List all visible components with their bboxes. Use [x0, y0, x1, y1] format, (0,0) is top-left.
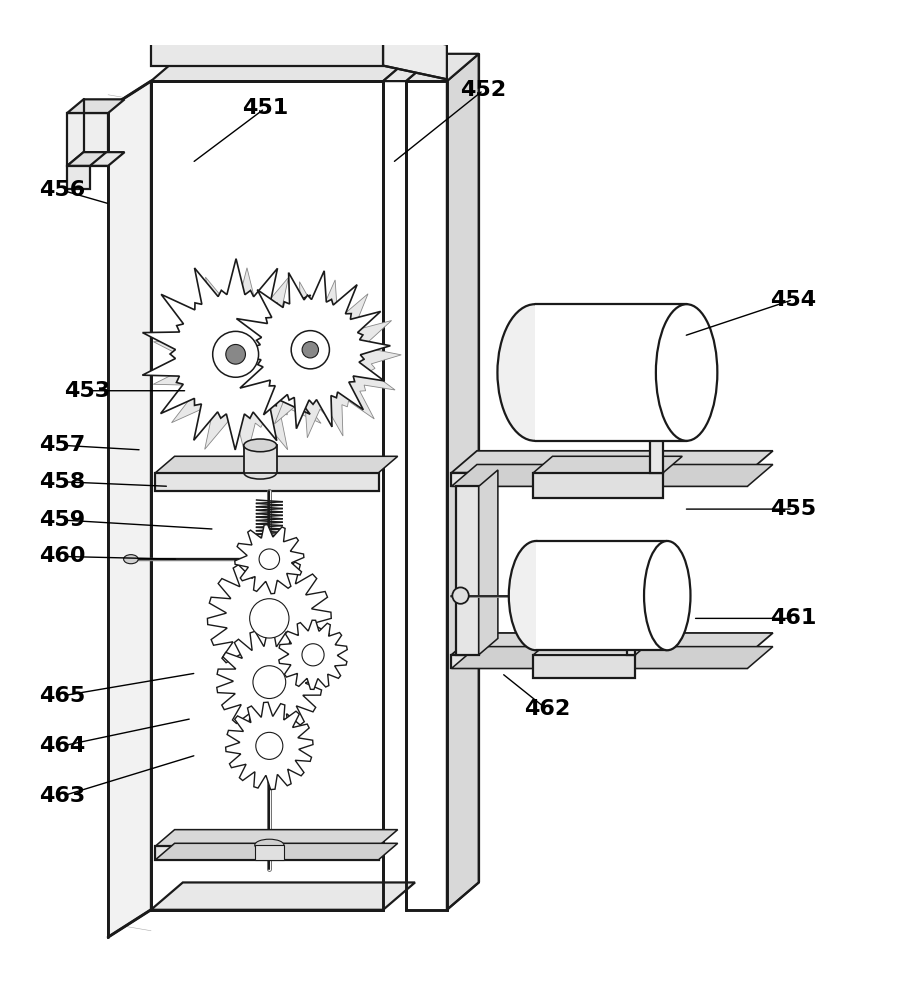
Text: 463: 463 — [39, 786, 86, 806]
Polygon shape — [142, 259, 329, 450]
Ellipse shape — [643, 541, 690, 650]
Text: 454: 454 — [769, 290, 815, 310]
Polygon shape — [626, 617, 635, 655]
Polygon shape — [533, 456, 681, 473]
Ellipse shape — [243, 466, 276, 479]
Ellipse shape — [655, 304, 717, 441]
Circle shape — [226, 344, 245, 364]
Polygon shape — [156, 843, 397, 860]
Circle shape — [302, 342, 318, 358]
Polygon shape — [67, 99, 125, 113]
Polygon shape — [151, 31, 383, 66]
Text: 461: 461 — [769, 608, 815, 628]
Polygon shape — [156, 846, 378, 860]
Circle shape — [216, 334, 261, 380]
Polygon shape — [67, 113, 108, 166]
Polygon shape — [533, 638, 654, 655]
Ellipse shape — [254, 839, 283, 851]
Text: 460: 460 — [39, 546, 86, 566]
Polygon shape — [156, 830, 397, 846]
Polygon shape — [156, 473, 378, 491]
Polygon shape — [254, 845, 283, 860]
Polygon shape — [108, 81, 151, 937]
Polygon shape — [533, 473, 662, 498]
Polygon shape — [405, 54, 478, 81]
Polygon shape — [234, 525, 303, 594]
Polygon shape — [151, 4, 415, 31]
Polygon shape — [156, 456, 397, 473]
Polygon shape — [153, 268, 340, 459]
Text: 464: 464 — [39, 736, 86, 756]
Polygon shape — [415, 4, 478, 38]
Polygon shape — [383, 31, 446, 79]
Polygon shape — [451, 451, 772, 473]
Polygon shape — [383, 54, 437, 81]
Circle shape — [252, 666, 285, 699]
Polygon shape — [451, 633, 772, 655]
Text: 457: 457 — [39, 435, 86, 455]
Polygon shape — [451, 473, 747, 486]
Ellipse shape — [124, 555, 138, 564]
Polygon shape — [451, 464, 772, 486]
Circle shape — [294, 333, 333, 372]
Polygon shape — [451, 647, 772, 668]
Circle shape — [259, 549, 280, 569]
Ellipse shape — [496, 304, 572, 441]
Polygon shape — [207, 557, 331, 680]
Circle shape — [250, 599, 289, 638]
Text: 465: 465 — [39, 686, 86, 706]
Polygon shape — [650, 427, 662, 473]
Circle shape — [302, 644, 323, 666]
Polygon shape — [243, 445, 276, 473]
Polygon shape — [279, 620, 347, 689]
Polygon shape — [225, 702, 312, 790]
Polygon shape — [533, 655, 635, 678]
Text: 462: 462 — [523, 699, 569, 719]
Text: 456: 456 — [39, 180, 86, 200]
Polygon shape — [451, 655, 747, 668]
Polygon shape — [405, 81, 446, 910]
Text: 455: 455 — [769, 499, 815, 519]
Circle shape — [291, 331, 329, 369]
Polygon shape — [456, 486, 478, 655]
Ellipse shape — [452, 587, 468, 604]
Circle shape — [255, 732, 282, 759]
Text: 458: 458 — [39, 472, 86, 492]
Text: 451: 451 — [241, 98, 288, 118]
Polygon shape — [241, 280, 401, 438]
Polygon shape — [446, 54, 478, 910]
Polygon shape — [217, 629, 322, 735]
Ellipse shape — [243, 439, 276, 452]
Polygon shape — [151, 882, 415, 910]
Polygon shape — [535, 304, 686, 441]
Polygon shape — [478, 470, 497, 655]
Polygon shape — [230, 271, 390, 429]
Text: 459: 459 — [39, 510, 86, 530]
Polygon shape — [536, 541, 667, 650]
Text: 452: 452 — [460, 80, 506, 100]
Ellipse shape — [508, 541, 563, 650]
Polygon shape — [151, 54, 415, 81]
Polygon shape — [67, 166, 90, 189]
Polygon shape — [151, 81, 383, 910]
Polygon shape — [67, 152, 125, 166]
Text: 453: 453 — [64, 381, 110, 401]
Polygon shape — [67, 152, 107, 166]
Circle shape — [212, 331, 259, 377]
